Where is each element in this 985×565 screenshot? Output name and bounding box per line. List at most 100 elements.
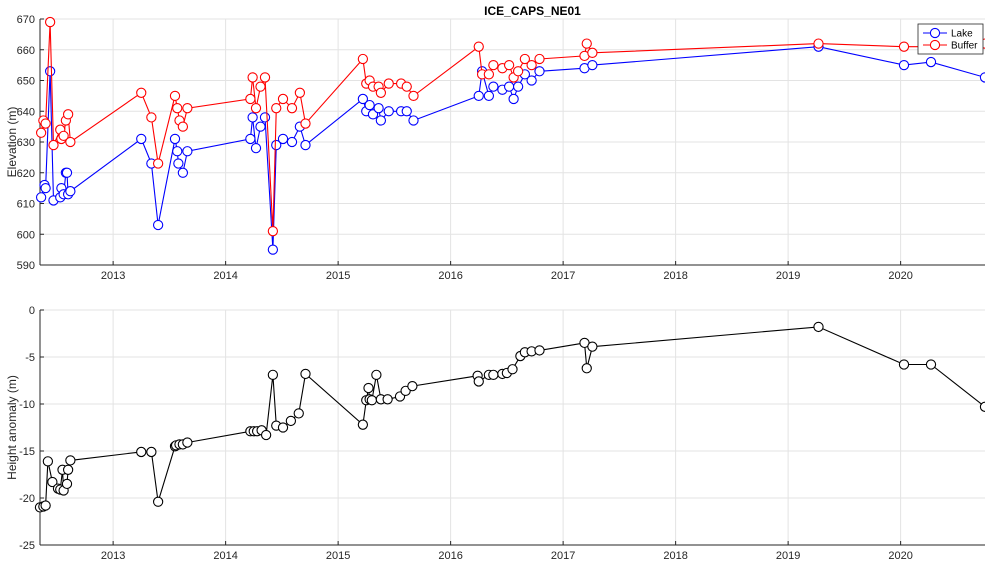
data-point: [286, 136, 298, 148]
data-point: [42, 456, 54, 467]
chart-title: ICE_CAPS_NE01: [484, 4, 581, 18]
y-tick-label: 640: [17, 106, 35, 118]
data-point: [267, 369, 279, 381]
data-point: [62, 109, 74, 120]
data-point: [271, 139, 282, 151]
data-point: [259, 72, 271, 83]
chart-panel-1: 2013 2014 2015 2016 2017 2018 2019 2020 590 600 61…: [5, 4, 985, 282]
data-point: [507, 364, 518, 375]
data-point: [182, 146, 193, 157]
legend-label: Lake: [951, 29, 973, 40]
y-tick-label: -10: [19, 399, 35, 411]
data-point: [587, 59, 598, 71]
data-point: [383, 106, 394, 117]
data-point: [245, 93, 256, 105]
x-tick-label: 2018: [663, 550, 687, 562]
y-tick-label: -15: [19, 446, 35, 458]
data-point: [173, 158, 184, 169]
data-point: [65, 136, 76, 148]
y-tick-label: 650: [17, 76, 35, 88]
data-point: [898, 359, 910, 370]
data-point: [300, 139, 311, 151]
data-point: [483, 90, 495, 102]
data-point: [285, 415, 297, 427]
data-point: [407, 380, 418, 392]
data-point: [581, 38, 592, 49]
x-tick-label: 2014: [213, 270, 237, 282]
data-point: [357, 419, 369, 430]
legend-box: [917, 23, 984, 55]
data-point: [512, 81, 524, 92]
data-point: [271, 103, 282, 114]
chart-panel-2: 2013 2014 2015 2016 2017 2018 2019 2020 -25 -20 -1…: [5, 305, 985, 562]
x-tick-label: 2015: [326, 550, 350, 562]
y-tick-label: 0: [29, 305, 35, 317]
data-point: [47, 476, 58, 488]
x-tick-label: 2013: [101, 270, 125, 282]
data-point: [526, 75, 537, 86]
series-line-lake: [40, 46, 985, 250]
y-tick-label: 670: [17, 14, 35, 26]
data-point: [813, 38, 824, 49]
series-line-buffer: [40, 22, 985, 232]
data-point: [488, 81, 499, 92]
y-tick-label: -20: [19, 493, 35, 505]
data-point: [925, 359, 937, 370]
data-point: [473, 41, 484, 52]
data-point: [40, 182, 51, 194]
data-point: [255, 121, 266, 132]
data-point: [813, 321, 824, 333]
data-point: [408, 115, 419, 126]
x-tick-label: 2019: [776, 270, 800, 282]
data-point: [357, 53, 369, 65]
data-point: [382, 394, 393, 405]
data-point: [300, 118, 311, 129]
x-tick-label: 2016: [438, 270, 462, 282]
data-point: [169, 90, 181, 102]
data-point: [373, 103, 384, 114]
data-point: [177, 121, 189, 132]
data-point: [152, 158, 164, 169]
data-point: [294, 87, 306, 98]
y-tick-label: 590: [17, 260, 35, 272]
legend-label: Buffer: [951, 41, 978, 52]
y-tick-label: 630: [17, 137, 35, 149]
y-axis-label: Height anomaly (m): [5, 375, 19, 480]
y-tick-label: 620: [17, 168, 35, 180]
data-point: [898, 41, 910, 52]
x-tick-label: 2015: [326, 270, 350, 282]
data-point: [44, 16, 56, 28]
data-point: [62, 464, 74, 475]
data-point: [40, 500, 51, 511]
data-point: [473, 376, 484, 387]
y-tick-label: 610: [17, 199, 35, 211]
data-point: [177, 167, 189, 178]
data-point: [247, 112, 258, 123]
x-tick-label: 2020: [888, 270, 912, 282]
data-point: [488, 369, 499, 381]
x-tick-label: 2019: [776, 550, 800, 562]
data-point: [408, 90, 419, 102]
data-point: [587, 47, 598, 58]
data-point: [526, 59, 537, 71]
data-point: [534, 345, 545, 356]
data-point: [519, 53, 531, 65]
data-point: [383, 78, 394, 89]
data-point: [357, 93, 369, 105]
data-point: [581, 363, 592, 374]
x-tick-label: 2016: [438, 550, 462, 562]
data-point: [363, 382, 374, 394]
data-point: [182, 437, 193, 448]
data-point: [44, 66, 56, 77]
data-point: [300, 368, 311, 380]
data-point: [267, 244, 279, 255]
data-point: [277, 133, 289, 145]
y-tick-label: -25: [19, 540, 35, 552]
x-tick-label: 2018: [663, 270, 687, 282]
y-tick-label: 660: [17, 45, 35, 57]
data-point: [512, 66, 524, 77]
data-point: [483, 69, 495, 80]
data-point: [40, 118, 51, 129]
data-point: [250, 142, 262, 154]
